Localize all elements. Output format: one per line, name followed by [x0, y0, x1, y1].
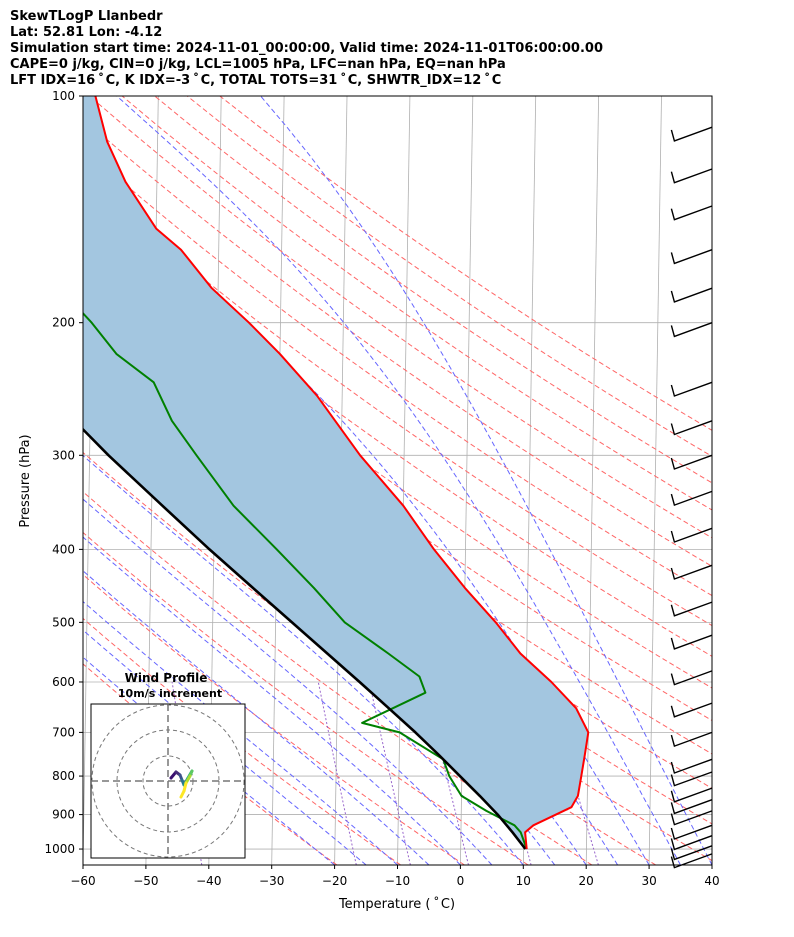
y-tick-label: 400 [52, 542, 75, 556]
dry-adiabat [186, 96, 712, 457]
location-line: Lat: 52.81 Lon: -4.12 [10, 25, 163, 40]
chart-title: SkewTLogP Llanbedr [10, 9, 163, 24]
dry-adiabat [83, 208, 712, 657]
dry-adiabat [154, 96, 712, 484]
isotherm-line [397, 96, 411, 865]
wind-barb [670, 835, 713, 851]
y-tick-label: 700 [52, 725, 75, 739]
dry-adiabat [83, 617, 401, 865]
x-tick-label: −20 [322, 874, 347, 888]
hodograph-subtitle: 10m/s increment [118, 687, 222, 700]
hodograph-trace [179, 789, 186, 799]
indices-line: LFT IDX=16 ˚ C, K IDX=-3 ˚ C, TOTAL TOTS… [10, 73, 502, 88]
x-tick-label: −50 [133, 874, 158, 888]
wind-barb [670, 490, 713, 507]
y-tick-label: 900 [52, 808, 75, 822]
wind-barb [670, 168, 713, 184]
cape-line: CAPE=0 j/kg, CIN=0 j/kg, LCL=1005 hPa, L… [10, 57, 506, 72]
y-tick-label: 600 [52, 675, 75, 689]
x-tick-label: 20 [579, 874, 594, 888]
x-tick-label: −40 [196, 874, 221, 888]
wind-barb [670, 527, 713, 543]
wind-barb [670, 322, 713, 338]
dry-adiabat [89, 96, 712, 539]
wind-barb [670, 845, 713, 861]
x-tick-label: 0 [457, 874, 465, 888]
y-axis-label: Pressure (hPa) [18, 434, 33, 527]
x-tick-label: −10 [385, 874, 410, 888]
hodograph-inset: Wind Profile 10m/s increment [90, 671, 246, 859]
wind-barb [670, 381, 713, 397]
x-tick-label: 30 [641, 874, 656, 888]
x-tick-label: 10 [516, 874, 531, 888]
wind-barb [670, 810, 713, 826]
dry-adiabat [83, 663, 338, 865]
isotherm-line [648, 96, 662, 865]
y-tick-label: 100 [52, 89, 75, 103]
dewpoint-profile [83, 311, 528, 850]
moist-adiabat [260, 96, 712, 865]
dry-adiabat [83, 273, 712, 722]
dry-adiabat [83, 118, 712, 567]
moist-adiabat [83, 536, 461, 865]
wind-barb [670, 420, 713, 436]
wind-barb [670, 454, 713, 470]
wind-barb [670, 249, 713, 265]
parcel-profile [83, 427, 527, 850]
moist-adiabat [116, 96, 681, 865]
wind-barb [670, 287, 713, 303]
dry-adiabat [83, 531, 529, 865]
wind-barb [670, 731, 713, 748]
y-tick-label: 800 [52, 769, 75, 783]
wind-barb [670, 205, 713, 221]
dry-adiabat [83, 413, 712, 862]
wind-barb [670, 670, 713, 686]
time-line: Simulation start time: 2024-11-01_00:00:… [10, 41, 603, 56]
moist-adiabat [83, 498, 493, 865]
y-tick-label: 1000 [44, 842, 75, 856]
x-tick-label: 40 [704, 874, 719, 888]
mixing-ratio-line [317, 681, 357, 865]
wind-barb [670, 799, 713, 815]
y-tick-label: 200 [52, 316, 75, 330]
wind-barb [670, 758, 713, 774]
wind-barb [670, 564, 713, 580]
hodograph-title: Wind Profile [125, 671, 208, 685]
cape-cin-shading [83, 96, 589, 849]
x-axis-label: Temperature ( ˚ C) [338, 896, 455, 912]
wind-barb [670, 634, 713, 650]
isotherm-line [585, 96, 600, 865]
moist-adiabat [83, 600, 398, 865]
moist-adiabat [83, 178, 650, 865]
wind-barb [670, 126, 713, 142]
wind-barb [670, 702, 713, 718]
wind-barb [670, 787, 713, 803]
wind-barb [670, 824, 713, 840]
temperature-profile [94, 96, 590, 850]
isotherm-line [711, 840, 712, 865]
wind-barb [670, 853, 713, 869]
x-tick-label: −60 [70, 874, 95, 888]
y-tick-label: 300 [52, 448, 75, 462]
x-tick-label: −30 [259, 874, 284, 888]
moist-adiabat [83, 629, 367, 865]
moist-adiabat [83, 656, 335, 865]
y-tick-label: 500 [52, 615, 75, 629]
wind-barb [670, 771, 713, 787]
moist-adiabat [83, 454, 524, 865]
wind-barb [670, 601, 713, 617]
